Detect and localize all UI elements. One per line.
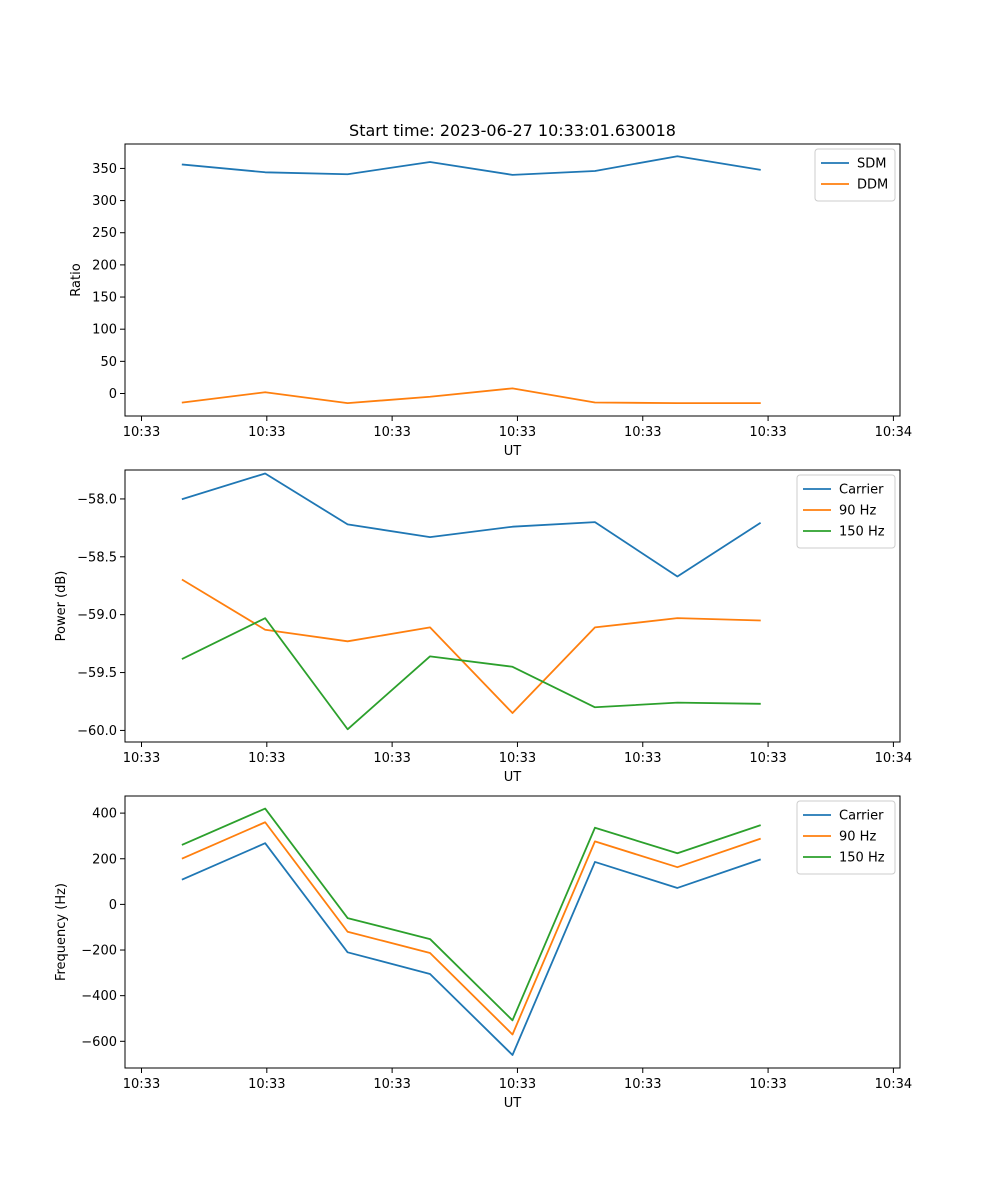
axes-frame <box>124 143 901 417</box>
legend: Carrier 90 Hz 150 Hz <box>796 800 896 875</box>
y-tick-label: 0 <box>109 898 117 913</box>
x-tick-label: 10:33 <box>499 751 536 766</box>
legend-box <box>796 474 896 549</box>
legend-label: SDM <box>857 157 886 172</box>
series-line-90-hz <box>181 821 761 1036</box>
y-tick-label: −200 <box>81 944 117 959</box>
x-tick-label: 10:33 <box>248 425 285 440</box>
legend-label: DDM <box>857 178 888 193</box>
legend-label: 150 Hz <box>839 851 885 866</box>
series-line-150-hz <box>181 617 761 731</box>
axes-frame <box>124 795 901 1069</box>
y-tick-label: 350 <box>92 162 117 177</box>
y-axis-label: Power (dB) <box>54 571 69 642</box>
y-tick-label: −600 <box>81 1035 117 1050</box>
y-tick-label: −58.5 <box>77 550 117 565</box>
subplot-2: 10:33 10:33 10:33 10:33 10:33 10:33 10:34 −60.0… <box>54 469 912 785</box>
series-line-sdm <box>181 155 761 176</box>
x-axis-label: UT <box>504 444 522 459</box>
y-tick-label: 200 <box>92 258 117 273</box>
subplot-3: 10:33 10:33 10:33 10:33 10:33 10:33 10:34 −600 −… <box>54 795 912 1111</box>
x-tick-label: 10:34 <box>875 425 912 440</box>
legend: SDM DDM <box>814 148 896 202</box>
y-tick-label: −60.0 <box>77 724 117 739</box>
y-axis-label: Ratio <box>69 263 84 296</box>
series-line-ddm <box>181 387 761 405</box>
plots-container: 10:33 10:33 10:33 10:33 10:33 10:33 10:34 0 50 10… <box>54 143 912 1111</box>
x-tick-label: 10:33 <box>749 751 786 766</box>
x-axis-label: UT <box>504 1096 522 1111</box>
x-tick-label: 10:33 <box>749 1077 786 1092</box>
x-tick-label: 10:33 <box>749 425 786 440</box>
subplot-1: 10:33 10:33 10:33 10:33 10:33 10:33 10:34 0 50 10… <box>69 143 912 459</box>
y-tick-label: −58.0 <box>77 492 117 507</box>
legend-box <box>814 148 896 202</box>
y-tick-label: 50 <box>100 355 117 370</box>
x-tick-label: 10:33 <box>499 425 536 440</box>
series-line-carrier <box>181 842 761 1056</box>
x-tick-label: 10:33 <box>248 751 285 766</box>
legend-box <box>796 800 896 875</box>
y-tick-label: −400 <box>81 989 117 1004</box>
y-axis-label: Frequency (Hz) <box>54 883 69 981</box>
y-tick-label: 400 <box>92 807 117 822</box>
series-line-90-hz <box>181 578 761 714</box>
x-axis-label: UT <box>504 770 522 785</box>
y-tick-label: 150 <box>92 291 117 306</box>
y-tick-label: 0 <box>109 387 117 402</box>
y-tick-label: −59.0 <box>77 608 117 623</box>
series-line-150-hz <box>181 807 761 1022</box>
x-tick-label: 10:33 <box>373 425 410 440</box>
x-tick-label: 10:33 <box>123 425 160 440</box>
x-tick-label: 10:33 <box>248 1077 285 1092</box>
chart-title: Start time: 2023-06-27 10:33:01.630018 <box>349 121 676 140</box>
y-tick-label: 100 <box>92 323 117 338</box>
x-tick-label: 10:34 <box>875 751 912 766</box>
x-tick-label: 10:33 <box>123 751 160 766</box>
y-tick-label: 300 <box>92 194 117 209</box>
x-tick-label: 10:33 <box>624 751 661 766</box>
axes-frame <box>124 469 901 743</box>
x-tick-label: 10:33 <box>373 751 410 766</box>
legend-label: 90 Hz <box>839 504 876 519</box>
legend-label: Carrier <box>839 483 884 498</box>
legend: Carrier 90 Hz 150 Hz <box>796 474 896 549</box>
y-tick-label: −59.5 <box>77 666 117 681</box>
x-tick-label: 10:33 <box>624 425 661 440</box>
legend-label: Carrier <box>839 809 884 824</box>
y-tick-label: 250 <box>92 226 117 241</box>
legend-label: 150 Hz <box>839 525 885 540</box>
x-tick-label: 10:33 <box>499 1077 536 1092</box>
x-tick-label: 10:34 <box>875 1077 912 1092</box>
y-tick-label: 200 <box>92 852 117 867</box>
x-tick-label: 10:33 <box>123 1077 160 1092</box>
series-line-carrier <box>181 472 762 578</box>
legend-label: 90 Hz <box>839 830 876 845</box>
x-tick-label: 10:33 <box>373 1077 410 1092</box>
x-tick-label: 10:33 <box>624 1077 661 1092</box>
